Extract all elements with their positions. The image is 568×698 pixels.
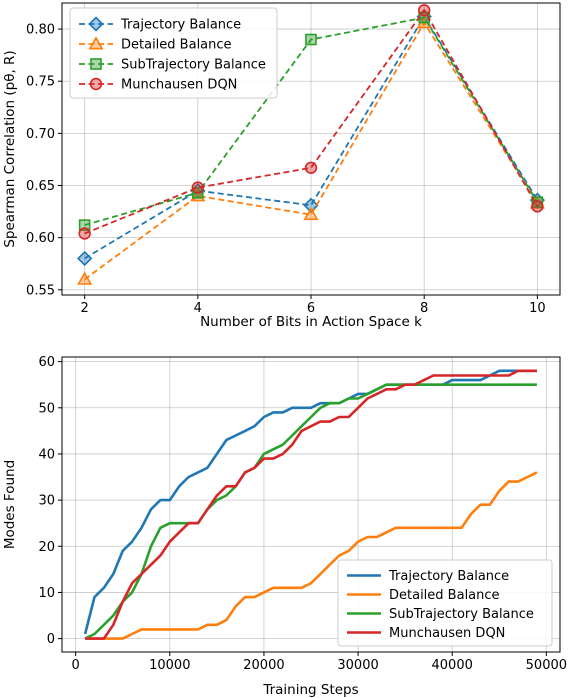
legend-label: Trajectory Balance bbox=[388, 569, 509, 584]
y-tick-label: 50 bbox=[38, 401, 55, 416]
y-tick-label: 0 bbox=[47, 632, 55, 647]
data-point bbox=[419, 5, 430, 16]
y-tick-label: 40 bbox=[38, 447, 55, 462]
x-tick-label: 20000 bbox=[243, 658, 284, 673]
x-tick-label: 10 bbox=[529, 301, 546, 316]
y-axis-label: Modes Found bbox=[2, 460, 18, 549]
legend-label: SubTrajectory Balance bbox=[389, 607, 534, 622]
y-tick-label: 30 bbox=[38, 494, 55, 509]
y-tick-label: 0.65 bbox=[26, 179, 55, 194]
y-tick-label: 0.70 bbox=[26, 127, 55, 142]
legend-marker bbox=[91, 79, 102, 90]
x-axis-label: Number of Bits in Action Space k bbox=[200, 314, 422, 330]
legend: Trajectory Balance Detailed Balance SubTra… bbox=[338, 560, 552, 646]
legend-label: Munchausen DQN bbox=[121, 78, 237, 93]
x-tick-label: 2 bbox=[80, 301, 88, 316]
legend: Trajectory Balance Detailed Balance SubTra… bbox=[70, 8, 277, 98]
legend-label: SubTrajectory Balance bbox=[121, 58, 266, 73]
y-tick-label: 20 bbox=[38, 540, 55, 555]
x-axis-label: Training Steps bbox=[262, 682, 358, 698]
legend-label: Detailed Balance bbox=[389, 588, 500, 603]
x-tick-label: 40000 bbox=[432, 658, 473, 673]
y-tick-label: 10 bbox=[38, 586, 55, 601]
y-tick-label: 0.55 bbox=[26, 283, 55, 298]
x-tick-label: 30000 bbox=[337, 658, 378, 673]
y-axis-label: Spearman Correlation (pθ, R) bbox=[2, 50, 18, 247]
data-point bbox=[78, 273, 90, 284]
legend-label: Detailed Balance bbox=[121, 38, 232, 53]
x-tick-label: 0 bbox=[72, 658, 80, 673]
data-point bbox=[79, 228, 90, 239]
x-tick-label: 50000 bbox=[526, 658, 567, 673]
legend-marker bbox=[91, 59, 101, 69]
data-point bbox=[306, 162, 317, 173]
y-tick-label: 0.60 bbox=[26, 231, 55, 246]
legend-label: Trajectory Balance bbox=[120, 18, 241, 33]
legend-label: Munchausen DQN bbox=[389, 626, 505, 641]
data-point bbox=[532, 201, 543, 212]
data-point bbox=[306, 35, 316, 45]
y-tick-label: 0.75 bbox=[26, 75, 55, 90]
data-point bbox=[192, 182, 203, 193]
y-tick-label: 60 bbox=[38, 355, 55, 370]
x-tick-label: 10000 bbox=[149, 658, 190, 673]
data-point bbox=[78, 252, 91, 265]
chart-2: 0 10000 20000 30000 40000 50000 0 10 20 30 40 50 60 T… bbox=[2, 355, 567, 698]
y-tick-label: 0.80 bbox=[26, 23, 55, 38]
